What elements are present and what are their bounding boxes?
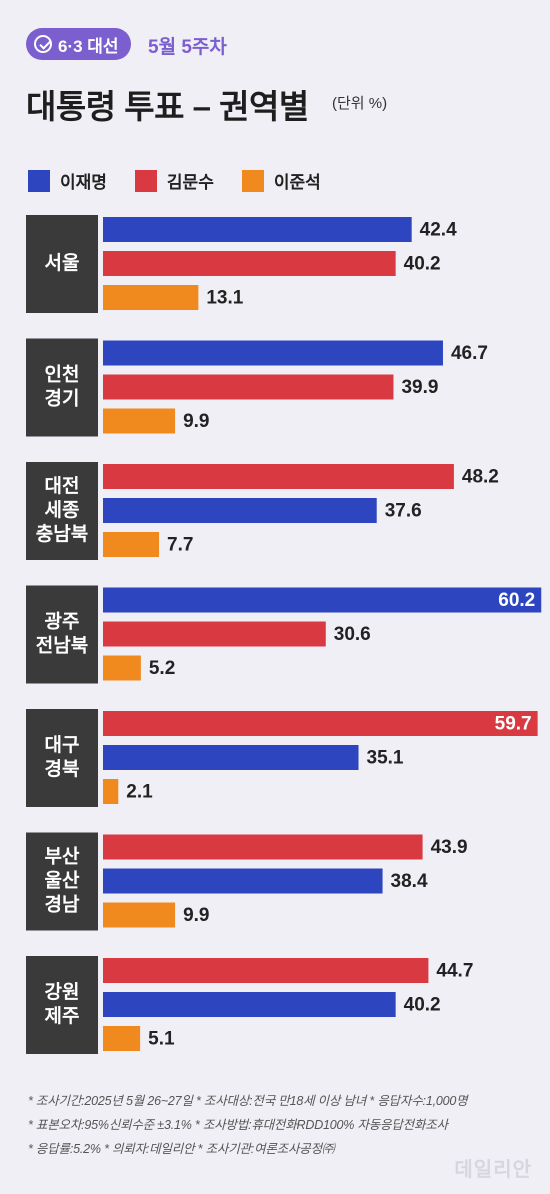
- data-label: 46.7: [451, 343, 488, 364]
- region-label: 경북: [45, 758, 80, 780]
- badge-label: 6·3 대선: [58, 36, 119, 56]
- region-label-box: [26, 585, 98, 684]
- bar: [103, 868, 383, 894]
- region-label-box: [26, 462, 98, 560]
- bar: [103, 992, 396, 1017]
- region-label-box: [26, 709, 98, 807]
- election-badge: 6·3 대선: [26, 28, 131, 60]
- region-label: 대전: [45, 475, 80, 497]
- bar: [103, 1026, 141, 1051]
- region-label: 전남북: [36, 635, 88, 657]
- bar: [103, 958, 429, 983]
- legend-label: 김문수: [166, 173, 214, 192]
- check-icon: [34, 35, 52, 53]
- bar: [103, 464, 454, 489]
- legend-label: 이재명: [60, 173, 107, 192]
- bar: [103, 217, 412, 242]
- region-label: 제주: [45, 1005, 80, 1027]
- data-label: 9.9: [183, 905, 209, 926]
- data-label: 42.4: [420, 220, 457, 241]
- footnote-1: * 조사기간:2025년 5월 26~27일 * 조사대상:전국 만18세 이상…: [28, 1094, 468, 1108]
- region-label-box: [26, 832, 98, 931]
- region-label-box: [26, 338, 98, 437]
- bar: [103, 711, 538, 736]
- data-label: 60.2: [498, 590, 535, 611]
- region-label: 강원: [45, 981, 80, 1003]
- region-label: 경남: [45, 894, 80, 916]
- legend: 이재명 김문수 이준석: [28, 168, 321, 193]
- data-label: 37.6: [385, 501, 422, 522]
- data-label: 13.1: [206, 288, 243, 309]
- region-label: 광주: [45, 611, 80, 633]
- region-label: 부산: [45, 846, 80, 868]
- data-label: 44.7: [436, 961, 473, 982]
- region-label: 인천: [45, 364, 80, 386]
- chart-title: 대통령 투표 – 권역별: [26, 88, 309, 125]
- data-label: 7.7: [167, 535, 193, 556]
- bar: [103, 498, 377, 523]
- logo: 데일리안: [454, 1159, 532, 1181]
- data-label: 30.6: [334, 624, 371, 645]
- data-label: 40.2: [404, 995, 441, 1016]
- week-label: 5월 5주차: [148, 37, 227, 58]
- bar: [103, 340, 443, 366]
- data-label: 5.1: [148, 1029, 175, 1050]
- data-label: 2.1: [126, 782, 153, 803]
- data-label: 43.9: [431, 837, 468, 858]
- region-label: 울산: [45, 870, 80, 892]
- data-label: 35.1: [367, 748, 404, 769]
- bar: [103, 902, 176, 928]
- region-label: 대구: [45, 734, 80, 756]
- legend-item-lee-js: 이준석: [241, 168, 321, 193]
- bar: [103, 374, 394, 400]
- bar: [103, 532, 160, 557]
- bar: [103, 655, 141, 681]
- region-label: 경기: [45, 388, 80, 410]
- footnote-2: * 표본오차:95%신뢰수준 ±3.1% * 조사방법:휴대전화RDD100% …: [28, 1118, 448, 1132]
- footnote-3: * 응답률:5.2% * 의뢰자:데일리안 * 조사기관:여론조사공정㈜: [28, 1142, 335, 1156]
- region-label: 충남북: [36, 523, 88, 545]
- bar: [103, 621, 326, 647]
- region-label: 세종: [45, 499, 80, 521]
- bar: [103, 251, 396, 276]
- data-label: 38.4: [391, 871, 428, 892]
- data-label: 5.2: [149, 658, 175, 679]
- bar: [103, 745, 359, 770]
- legend-item-kim-ms: 김문수: [134, 168, 214, 193]
- bar: [103, 285, 199, 310]
- legend-swatch-orange: [241, 169, 264, 192]
- region-label-box: [26, 956, 98, 1054]
- data-label: 39.9: [401, 377, 438, 398]
- legend-swatch-blue: [28, 169, 50, 192]
- unit-label: (단위 %): [332, 95, 388, 112]
- bar: [103, 408, 176, 434]
- data-label: 48.2: [462, 467, 499, 488]
- legend-item-lee-jm: 이재명: [28, 168, 107, 193]
- region-label: 서울: [45, 252, 80, 274]
- data-label: 9.9: [183, 411, 209, 432]
- data-label: 59.7: [495, 714, 532, 735]
- data-label: 40.2: [404, 254, 441, 275]
- legend-swatch-red: [134, 169, 157, 192]
- legend-label: 이준석: [273, 173, 321, 192]
- bar: [103, 587, 542, 613]
- bar: [103, 834, 423, 860]
- bar: [103, 779, 119, 804]
- region-label-box: [26, 215, 98, 313]
